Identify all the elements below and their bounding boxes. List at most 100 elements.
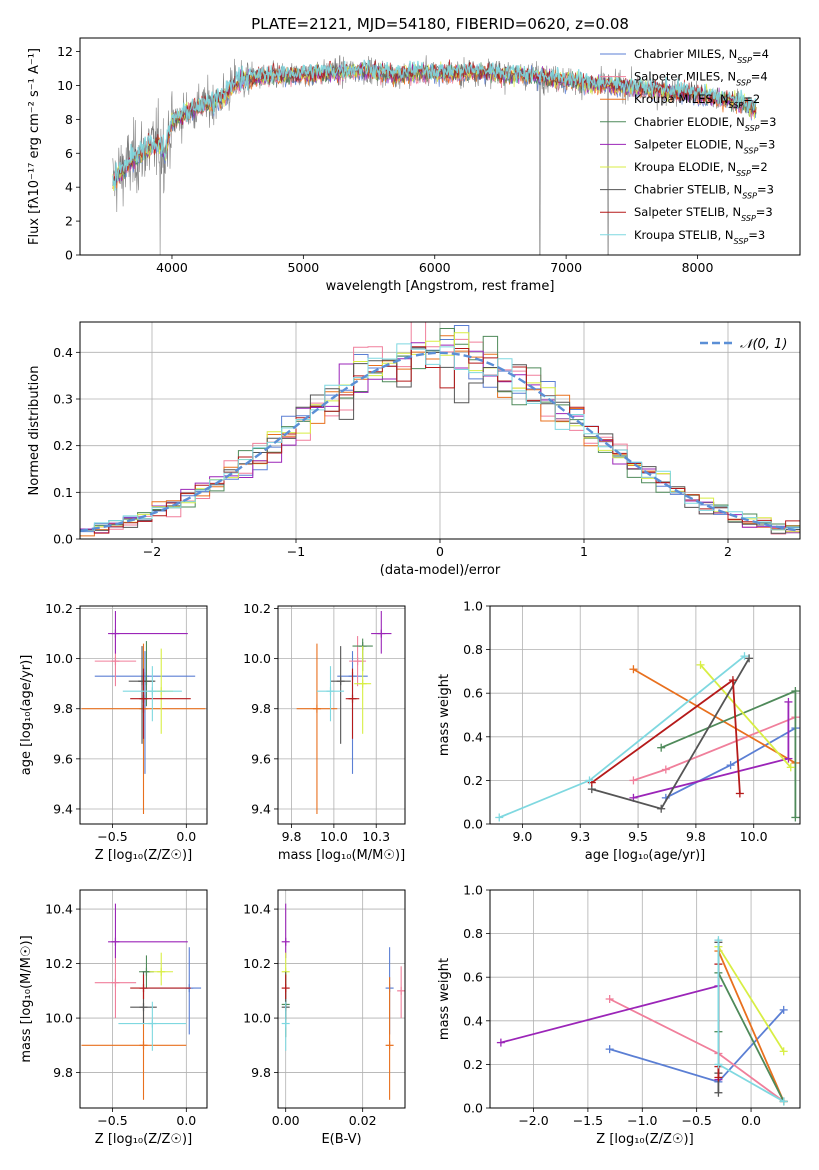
y-tick-label: 6: [65, 146, 73, 161]
panel-spectrum: 4000 5000 6000 7000 8000 0 2 4 6 8 10 12 wavelength …: [27, 37, 801, 294]
y-tick-label: 0.6: [463, 970, 483, 985]
series-line: [717, 946, 785, 1052]
x-axis-label: (data-model)/error: [380, 563, 501, 578]
error-point: [397, 966, 405, 1019]
y-tick-label: 0.4: [463, 729, 483, 744]
x-tick-label: −0.5: [681, 1113, 711, 1128]
legend-label: Kroupa MILES, NSSP=2: [634, 92, 760, 110]
legend-label: Salpeter STELIB, NSSP=3: [634, 205, 773, 223]
x-tick-label: −1: [287, 544, 305, 559]
x-tick-label: 10.0: [740, 829, 768, 844]
y-tick-label: 2: [65, 214, 73, 229]
series-line: [699, 664, 792, 768]
legend-suffix: =3: [758, 137, 775, 151]
y-tick-label: 12: [57, 44, 73, 59]
x-tick-label: 8000: [682, 260, 714, 275]
legend-label: Salpeter ELODIE, NSSP=3: [634, 137, 775, 155]
plot-area: [112, 55, 757, 255]
y-tick-label: 0.1: [53, 485, 73, 500]
series-line: [717, 950, 785, 1102]
x-axis-label: wavelength [Angstrom, rest frame]: [326, 279, 555, 294]
legend-subscript: SSP: [742, 191, 757, 200]
error-point: [330, 646, 351, 744]
y-tick-label: 10.0: [243, 651, 271, 666]
x-tick-label: 0.0: [176, 829, 196, 844]
x-tick-label: 5000: [287, 260, 319, 275]
axes-frame: [79, 321, 801, 540]
legend-subscript: SSP: [737, 56, 752, 65]
x-tick-label: −2: [143, 544, 161, 559]
y-tick-label: 0.4: [463, 1013, 483, 1028]
x-tick-label: 10.3: [362, 829, 390, 844]
x-tick-label: 0.0: [741, 1113, 761, 1128]
x-tick-label: 9.3: [570, 829, 590, 844]
x-tick-label: 0: [436, 544, 444, 559]
legend-suffix: =4: [751, 70, 768, 84]
y-tick-label: 10.2: [45, 956, 73, 971]
histogram-step: [80, 343, 800, 539]
y-axis-label: mass weight: [437, 674, 452, 756]
series: [495, 652, 749, 822]
figure-title: PLATE=2121, MJD=54180, FIBERID=0620, z=0…: [251, 15, 629, 33]
model-spectrum-line: [112, 59, 757, 181]
y-tick-label: 10.0: [45, 1011, 73, 1026]
y-tick-label: 0.0: [463, 817, 483, 832]
x-tick-label: 0.0: [176, 1113, 196, 1128]
error-point: [316, 666, 345, 722]
legend-subscript: SSP: [744, 146, 759, 155]
panel-residuals: −2 −1 0 1 2 0.0 0.1 0.2 0.3 0.4 (data-model)/error…: [27, 321, 801, 578]
y-tick-label: 0.0: [463, 1101, 483, 1116]
error-point: [108, 903, 188, 959]
error-point: [281, 1001, 290, 1051]
x-tick-label: 9.0: [512, 829, 532, 844]
y-tick-label: 10.4: [45, 902, 73, 917]
x-tick-label: 4000: [156, 260, 188, 275]
plot-area: [490, 890, 800, 1108]
legend-suffix: =3: [748, 228, 765, 242]
x-tick-label: 9.8: [686, 829, 706, 844]
legend-suffix: =3: [757, 183, 774, 197]
x-axis-label: age [log₁₀(age/yr)]: [585, 848, 706, 863]
error-point: [130, 668, 191, 739]
x-axis-label: Z [log₁₀(Z/Z☉)]: [95, 848, 192, 863]
error-point: [149, 952, 174, 986]
x-tick-label: 9.8: [282, 829, 302, 844]
histogram-step: [80, 346, 800, 539]
legend-series-name: Chabrier ELODIE, N: [634, 115, 745, 129]
legend-subscript: SSP: [736, 78, 751, 87]
error-point: [349, 636, 367, 687]
y-tick-label: 0.8: [463, 926, 483, 941]
plot-area: [490, 606, 800, 824]
series: [629, 697, 793, 802]
y-tick-label: 0.4: [53, 345, 73, 360]
x-tick-label: 6000: [419, 260, 451, 275]
panel-age-vs-Z: −0.5 0.0 9.4 9.6 9.8 10.0 10.2 Z [log₁₀(Z/Z☉)] a…: [19, 601, 208, 863]
axes-frame: [277, 605, 406, 825]
series: [714, 936, 788, 1106]
legend-suffix: =3: [760, 115, 777, 129]
y-tick-label: 10.2: [243, 601, 271, 616]
legend-suffix: =3: [756, 205, 773, 219]
legend-suffix: =2: [743, 92, 760, 106]
x-tick-label: −0.5: [97, 1113, 127, 1128]
legend-series-name: Chabrier STELIB, N: [634, 183, 742, 197]
error-point: [108, 611, 188, 654]
y-tick-label: 9.4: [53, 801, 73, 816]
y-tick-label: 0.0: [53, 532, 73, 547]
panel-age-vs-mass: 9.8 10.0 10.3 9.4 9.6 9.8 10.0 10.2 mass [log₁₀(…: [243, 601, 406, 863]
x-tick-label: 7000: [550, 260, 582, 275]
legend-label: Kroupa ELODIE, NSSP=2: [634, 160, 768, 178]
legend-series-name: Kroupa MILES, N: [634, 92, 729, 106]
x-tick-label: −1.0: [627, 1113, 657, 1128]
legend-series-name: Salpeter STELIB, N: [634, 205, 741, 219]
y-axis-label: Flux [fλ10⁻¹⁷ erg cm⁻² s⁻¹ A⁻¹]: [27, 48, 42, 245]
y-axis-label: age [log₁₀(age/yr)]: [19, 655, 34, 776]
plot-area: [80, 890, 207, 1108]
y-tick-label: 10.2: [45, 601, 73, 616]
y-tick-label: 8: [65, 112, 73, 127]
charts: 4000 5000 6000 7000 8000024681012wavelength …: [19, 37, 801, 1147]
plot-area: [80, 322, 800, 539]
normal-curve: [80, 351, 800, 532]
axes-frame: [277, 889, 406, 1109]
y-tick-label: 4: [65, 180, 73, 195]
